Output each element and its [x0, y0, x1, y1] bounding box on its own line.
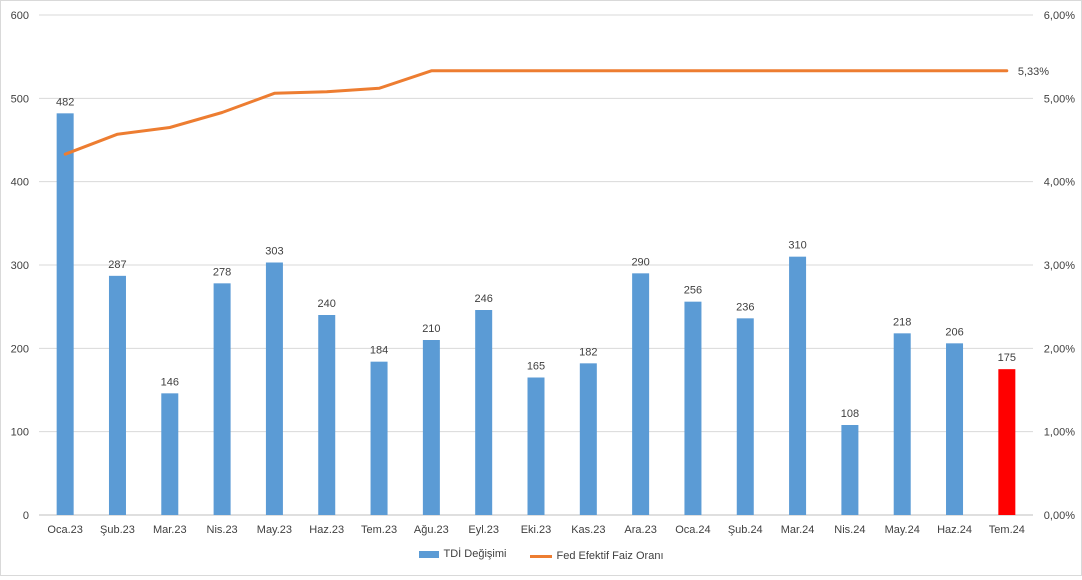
bar-data-label: 303 [265, 246, 283, 258]
bar-data-label: 206 [945, 326, 963, 338]
x-tick-label: Nis.24 [834, 524, 865, 536]
right-tick-label: 5,00% [1044, 93, 1075, 105]
right-tick-label: 1,00% [1044, 427, 1075, 439]
bar [265, 262, 283, 515]
line-path [63, 69, 1009, 156]
bar [527, 377, 545, 515]
x-tick-label: Tem.24 [989, 524, 1025, 536]
x-tick-label: Mar.23 [153, 524, 187, 536]
x-tick-label: Eki.23 [521, 524, 552, 536]
bar [632, 273, 650, 515]
bar-data-label: 278 [213, 266, 231, 278]
left-tick-label: 600 [11, 10, 29, 22]
bar [893, 333, 911, 515]
right-tick-label: 0,00% [1044, 510, 1075, 522]
bar [318, 315, 336, 515]
left-tick-label: 400 [11, 177, 29, 189]
bar [108, 275, 126, 515]
bar-data-label: 165 [527, 361, 545, 373]
left-tick-label: 300 [11, 260, 29, 272]
left-tick-label: 200 [11, 343, 29, 355]
left-axis: 0 100 200 300 400 500 600 [11, 10, 29, 522]
x-tick-label: Şub.24 [728, 524, 763, 536]
bar-data-label: 482 [56, 96, 74, 108]
x-tick-label: Mar.24 [781, 524, 815, 536]
bar-data-label: 108 [841, 408, 859, 420]
bar [370, 361, 388, 515]
left-tick-label: 100 [11, 427, 29, 439]
x-tick-label: Kas.23 [571, 524, 605, 536]
gridlines [39, 14, 1033, 516]
x-tick-label: Tem.23 [361, 524, 397, 536]
bar [841, 425, 859, 515]
bar-data-label: 246 [475, 293, 493, 305]
x-tick-label: Nis.23 [207, 524, 238, 536]
bar-data-label: 210 [422, 323, 440, 335]
x-tick-label: Oca.23 [47, 524, 82, 536]
line-end-label: 5,33% [1018, 66, 1049, 78]
bar [998, 369, 1016, 515]
x-tick-label: Ağu.23 [414, 524, 449, 536]
bar [946, 343, 964, 515]
bar-data-labels: 482 287 146 278 303 240 184 210 246 165 182 290 256 2… [56, 96, 1016, 420]
right-tick-label: 4,00% [1044, 177, 1075, 189]
bar-data-label: 290 [631, 256, 649, 268]
bar-data-label: 256 [684, 285, 702, 297]
legend-item-line[interactable]: Fed Efektif Faiz Oranı [529, 550, 664, 562]
legend-item-bars[interactable]: TDİ Değişimi [418, 548, 507, 560]
bar [422, 340, 440, 515]
bar [56, 113, 74, 515]
legend: TDİ Değişimi Fed Efektif Faiz Oranı [1, 548, 1081, 562]
bar [736, 318, 754, 515]
legend-label-bars: TDİ Değişimi [443, 548, 507, 560]
right-tick-label: 6,00% [1044, 10, 1075, 22]
bar-data-label: 236 [736, 301, 754, 313]
bar-data-label: 175 [998, 352, 1016, 364]
x-tick-label: May.24 [885, 524, 920, 536]
x-tick-label: Oca.24 [675, 524, 710, 536]
x-tick-label: Haz.24 [937, 524, 972, 536]
bar [684, 301, 702, 515]
bar-data-label: 184 [370, 345, 388, 357]
x-tick-label: Şub.23 [100, 524, 135, 536]
right-axis: 0,00% 1,00% 2,00% 3,00% 4,00% 5,00% 6,00% [1044, 10, 1075, 522]
bar [161, 393, 179, 515]
x-tick-label: Haz.23 [309, 524, 344, 536]
bar-data-label: 146 [161, 376, 179, 388]
legend-swatch-bars [418, 550, 439, 558]
left-tick-label: 0 [23, 510, 29, 522]
x-tick-label: Eyl.23 [468, 524, 499, 536]
x-tick-label: May.23 [257, 524, 292, 536]
bar [789, 256, 807, 515]
bar-series [56, 113, 1016, 515]
bar-data-label: 310 [788, 240, 806, 252]
bar-data-label: 240 [318, 298, 336, 310]
bar [213, 283, 231, 515]
bar-data-label: 287 [108, 259, 126, 271]
x-axis: Oca.23 Şub.23 Mar.23 Nis.23 May.23 Haz.23 Tem.… [47, 524, 1024, 536]
line-series: 5,33% [63, 66, 1049, 156]
legend-label-line: Fed Efektif Faiz Oranı [556, 550, 664, 562]
left-tick-label: 500 [11, 93, 29, 105]
bar-data-label: 218 [893, 316, 911, 328]
right-tick-label: 2,00% [1044, 343, 1075, 355]
right-tick-label: 3,00% [1044, 260, 1075, 272]
bar [579, 363, 597, 515]
x-tick-label: Ara.23 [624, 524, 656, 536]
bar-data-label: 182 [579, 346, 597, 358]
legend-swatch-line [529, 554, 552, 558]
bar [475, 310, 493, 515]
